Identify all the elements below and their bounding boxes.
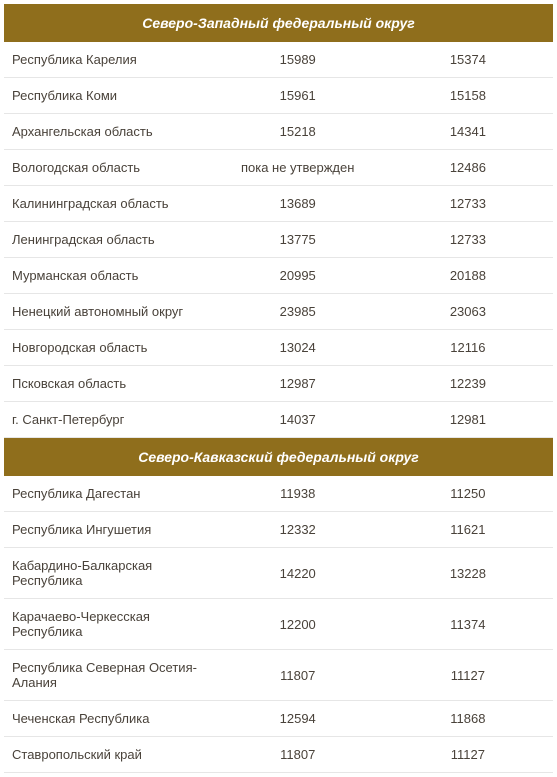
cell-region: Карачаево-Черкесская Республика [4,599,213,650]
table-row: Калининградская область 13689 12733 [4,186,553,222]
cell-region: Мурманская область [4,258,213,294]
section-title: Северо-Западный федеральный округ [4,4,553,42]
table-row: Новгородская область 13024 12116 [4,330,553,366]
cell-region: Республика Карелия [4,42,213,78]
cell-region: Кабардино-Балкарская Республика [4,548,213,599]
cell-region: Новгородская область [4,330,213,366]
cell-value-2: 11250 [383,476,553,512]
cell-region: Республика Дагестан [4,476,213,512]
cell-region: Псковская область [4,366,213,402]
table-row: Ставропольский край 11807 11127 [4,737,553,773]
table-row: Республика Коми 15961 15158 [4,78,553,114]
cell-region: Вологодская область [4,150,213,186]
table-row: Республика Ингушетия 12332 11621 [4,512,553,548]
cell-value-1: 12987 [213,366,383,402]
cell-value-2: 11127 [383,650,553,701]
table-row: Чеченская Республика 12594 11868 [4,701,553,737]
cell-value-2: 11127 [383,737,553,773]
cell-value-1: 12200 [213,599,383,650]
cell-region: Чеченская Республика [4,701,213,737]
cell-value-2: 11868 [383,701,553,737]
cell-region: Республика Ингушетия [4,512,213,548]
table-row: Архангельская область 15218 14341 [4,114,553,150]
cell-region: Калининградская область [4,186,213,222]
cell-value-2: 20188 [383,258,553,294]
table-row: Ненецкий автономный округ 23985 23063 [4,294,553,330]
section-header: Северо-Западный федеральный округ [4,4,553,42]
table-row: Мурманская область 20995 20188 [4,258,553,294]
cell-value-1: 13024 [213,330,383,366]
cell-value-1: 11807 [213,650,383,701]
cell-value-2: 15374 [383,42,553,78]
table-row: Республика Северная Осетия-Алания 11807 … [4,650,553,701]
cell-value-1: пока не утвержден [213,150,383,186]
cell-value-1: 20995 [213,258,383,294]
cell-value-1: 12332 [213,512,383,548]
cell-value-1: 15989 [213,42,383,78]
cell-value-1: 11807 [213,737,383,773]
cell-region: Ненецкий автономный округ [4,294,213,330]
cell-region: Республика Коми [4,78,213,114]
table-row: Республика Карелия 15989 15374 [4,42,553,78]
cell-value-2: 12733 [383,222,553,258]
table-row: Псковская область 12987 12239 [4,366,553,402]
table-body: Северо-Западный федеральный округ Респуб… [4,4,553,773]
table-container: Северо-Западный федеральный округ Респуб… [0,0,557,777]
table-row: г. Санкт-Петербург 14037 12981 [4,402,553,438]
cell-value-2: 15158 [383,78,553,114]
section-title: Северо-Кавказский федеральный округ [4,438,553,477]
cell-value-1: 23985 [213,294,383,330]
cell-value-2: 13228 [383,548,553,599]
cell-value-2: 12981 [383,402,553,438]
cell-value-1: 13775 [213,222,383,258]
table-row: Ленинградская область 13775 12733 [4,222,553,258]
cell-region: Ленинградская область [4,222,213,258]
cell-value-1: 14220 [213,548,383,599]
cell-value-1: 14037 [213,402,383,438]
cell-value-1: 13689 [213,186,383,222]
table-row: Вологодская область пока не утвержден 12… [4,150,553,186]
cell-value-2: 11374 [383,599,553,650]
cell-value-1: 12594 [213,701,383,737]
table-row: Кабардино-Балкарская Республика 14220 13… [4,548,553,599]
cell-value-2: 23063 [383,294,553,330]
cell-value-2: 12486 [383,150,553,186]
cell-value-1: 15961 [213,78,383,114]
cell-value-2: 12239 [383,366,553,402]
cell-value-2: 12733 [383,186,553,222]
cell-region: Ставропольский край [4,737,213,773]
cell-value-2: 11621 [383,512,553,548]
cell-value-1: 11938 [213,476,383,512]
section-header: Северо-Кавказский федеральный округ [4,438,553,477]
cell-value-2: 14341 [383,114,553,150]
table-row: Карачаево-Черкесская Республика 12200 11… [4,599,553,650]
cell-region: Архангельская область [4,114,213,150]
data-table: Северо-Западный федеральный округ Респуб… [4,4,553,773]
cell-value-1: 15218 [213,114,383,150]
table-row: Республика Дагестан 11938 11250 [4,476,553,512]
cell-value-2: 12116 [383,330,553,366]
cell-region: г. Санкт-Петербург [4,402,213,438]
cell-region: Республика Северная Осетия-Алания [4,650,213,701]
